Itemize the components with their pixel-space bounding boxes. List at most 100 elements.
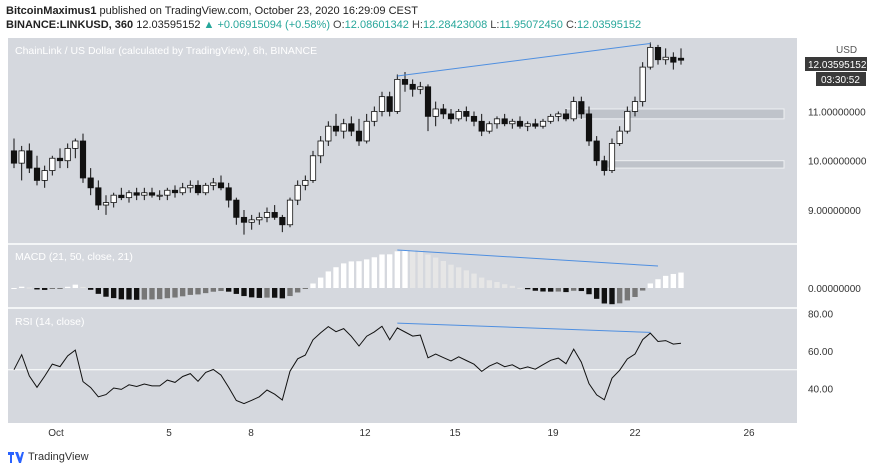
macd-bar <box>394 251 401 288</box>
candle <box>662 56 669 61</box>
candle <box>302 180 309 186</box>
candle <box>616 130 623 144</box>
candle <box>585 113 593 142</box>
horizontal-zone <box>565 108 785 120</box>
macd-bar <box>363 259 370 288</box>
time-tick-label: 19 <box>547 428 559 439</box>
macd-bar <box>95 288 102 294</box>
macd-bar <box>601 288 608 304</box>
candle <box>240 216 248 223</box>
macd-bar <box>639 288 646 291</box>
candle <box>202 184 209 194</box>
candle <box>210 182 217 186</box>
candle <box>677 57 685 61</box>
currency-label: USD <box>836 45 857 56</box>
macd-bar <box>578 288 585 292</box>
macd-bar <box>563 288 569 293</box>
macd-bar <box>570 288 577 291</box>
macd-bar <box>310 283 316 288</box>
candle <box>547 115 554 122</box>
candle <box>179 187 186 194</box>
macd-bar <box>80 286 86 288</box>
macd-bar <box>325 271 332 288</box>
price-pane-title: ChainLink / US Dollar (calculated by Tra… <box>15 45 317 57</box>
candle <box>141 192 148 196</box>
author-name[interactable]: BitcoinMaximus1 <box>6 5 97 17</box>
rsi-line <box>13 325 682 405</box>
candle <box>394 79 401 112</box>
macd-bar <box>348 261 355 288</box>
macd-bar <box>356 261 362 288</box>
macd-bar <box>294 288 301 293</box>
trend-line <box>397 42 651 77</box>
price-tick-label: 11.00000000 <box>808 107 866 118</box>
candle <box>332 125 340 132</box>
macd-bar <box>547 288 554 292</box>
rsi-pane-title: RSI (14, close) <box>15 316 84 328</box>
macd-bar <box>402 250 408 288</box>
horizontal-zone <box>603 160 785 169</box>
candle <box>125 192 133 199</box>
trend-line <box>397 322 651 333</box>
macd-bar <box>34 288 40 290</box>
macd-bar <box>126 288 132 300</box>
candle <box>401 79 409 85</box>
candle <box>424 86 432 117</box>
macd-bar <box>41 288 48 290</box>
macd-bar <box>317 277 324 288</box>
candle <box>286 199 294 226</box>
macd-bar <box>655 279 661 288</box>
candle <box>386 96 393 112</box>
macd-bar <box>225 288 232 292</box>
macd-bar <box>57 288 63 289</box>
candle <box>164 189 171 196</box>
published-text: published on TradingView.com, October 23… <box>99 5 418 17</box>
price-change: ▲ +0.06915094 (+0.58%) <box>203 19 330 31</box>
candle <box>26 150 33 169</box>
candle <box>133 192 140 196</box>
macd-bar <box>501 284 508 288</box>
candle <box>654 46 662 61</box>
candle <box>171 189 179 194</box>
time-tick-label: 15 <box>449 428 461 439</box>
candle <box>455 111 462 120</box>
candle <box>570 101 577 120</box>
macd-bar <box>26 287 33 289</box>
macd-bar <box>586 288 592 295</box>
candle <box>371 111 378 122</box>
candle <box>608 143 616 171</box>
rsi-tick-label: 40.00 <box>808 384 833 395</box>
macd-bar <box>647 283 654 288</box>
candle <box>33 167 41 181</box>
close-value: 12.03595152 <box>576 19 642 31</box>
macd-bar <box>624 288 631 301</box>
macd-bar <box>248 288 255 298</box>
candle <box>593 140 600 162</box>
time-tick-label: 22 <box>629 428 641 439</box>
footer-brand[interactable]: TradingView <box>28 451 89 463</box>
macd-bar <box>417 250 424 288</box>
macd-bar <box>264 288 270 298</box>
macd-bar <box>425 254 431 288</box>
candle <box>95 187 102 206</box>
price-tick-label: 9.00000000 <box>808 206 861 217</box>
candle <box>501 118 508 125</box>
candle <box>10 150 18 164</box>
macd-bar <box>202 288 209 294</box>
candle <box>72 140 79 149</box>
time-tick-label: 8 <box>248 428 254 439</box>
macd-bar <box>532 288 539 291</box>
candle <box>49 157 56 171</box>
macd-bar <box>118 288 125 300</box>
macd-bar <box>164 288 171 299</box>
candle <box>18 150 25 164</box>
macd-bar <box>486 280 493 288</box>
candle <box>578 101 585 115</box>
candle <box>639 66 646 102</box>
macd-bar <box>386 254 393 288</box>
macd-bar <box>471 273 477 288</box>
macd-bar <box>432 257 439 288</box>
macd-bar <box>670 273 677 288</box>
candle <box>294 184 301 201</box>
